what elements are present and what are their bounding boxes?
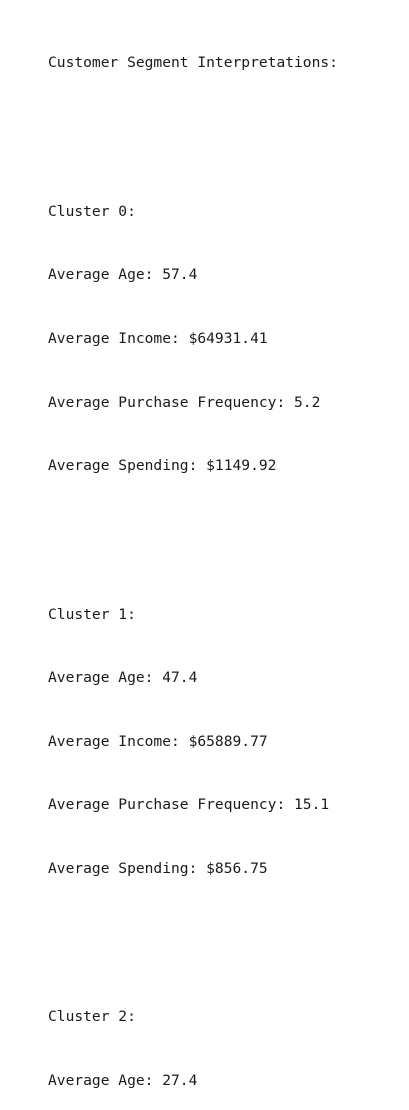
cluster-0-frequency: Average Purchase Frequency: 5.2 <box>48 393 321 411</box>
output-heading: Customer Segment Interpretations: <box>48 54 338 72</box>
cluster-1-title: Cluster 1: <box>48 605 136 623</box>
cluster-1-frequency: Average Purchase Frequency: 15.1 <box>48 796 330 814</box>
blank-line <box>48 116 338 137</box>
cluster-1-spending: Average Spending: $856.75 <box>48 859 268 877</box>
cluster-0-income: Average Income: $64931.41 <box>48 329 268 347</box>
blank-line <box>48 922 338 943</box>
cluster-2-title: Cluster 2: <box>48 1008 136 1026</box>
cluster-0-title: Cluster 0: <box>48 202 136 220</box>
cluster-0-spending: Average Spending: $1149.92 <box>48 457 277 475</box>
console-output: Customer Segment Interpretations: Cluste… <box>48 10 338 1110</box>
cluster-1-age: Average Age: 47.4 <box>48 669 198 687</box>
cluster-1-income: Average Income: $65889.77 <box>48 732 268 750</box>
cluster-2-age: Average Age: 27.4 <box>48 1071 198 1089</box>
blank-line <box>48 519 338 540</box>
cluster-0-age: Average Age: 57.4 <box>48 266 198 284</box>
